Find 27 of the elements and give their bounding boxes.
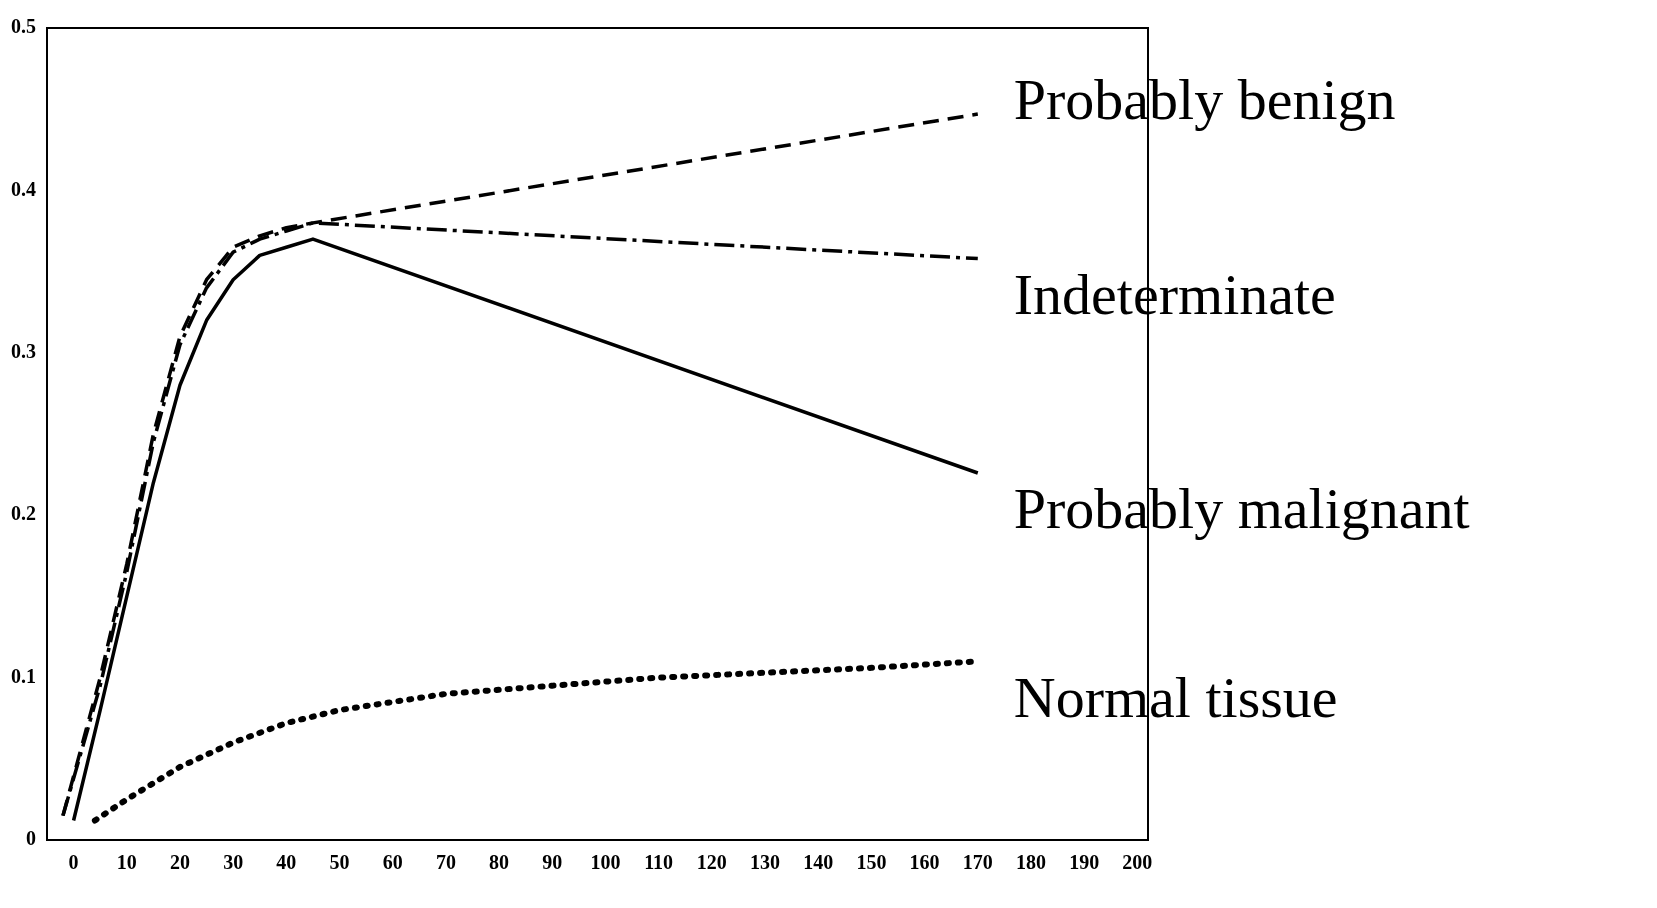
y-tick-label: 0.2 — [11, 502, 36, 525]
x-tick-label: 160 — [909, 851, 940, 874]
x-tick-label: 120 — [696, 851, 727, 874]
x-tick-label: 130 — [750, 851, 781, 874]
x-tick-label: 60 — [382, 851, 403, 874]
y-tick-label: 0.5 — [11, 15, 36, 38]
x-tick-label: 190 — [1069, 851, 1100, 874]
y-tick-label: 0.1 — [11, 664, 36, 687]
x-tick-label: 20 — [169, 851, 190, 874]
y-tick-label: 0.3 — [11, 339, 36, 362]
y-tick-label: 0.4 — [11, 177, 36, 200]
x-tick-label: 200 — [1122, 851, 1153, 874]
x-tick-label: 180 — [1015, 851, 1046, 874]
x-tick-label: 30 — [223, 851, 244, 874]
x-tick-label: 80 — [489, 851, 510, 874]
x-tick-label: 100 — [590, 851, 621, 874]
x-tick-label: 150 — [856, 851, 887, 874]
x-tick-label: 140 — [803, 851, 834, 874]
x-tick-label: 90 — [542, 851, 563, 874]
x-tick-label: 0 — [68, 851, 79, 874]
x-tick-label: 50 — [329, 851, 350, 874]
x-tick-label: 110 — [644, 851, 674, 874]
y-tick-label: 0 — [26, 827, 36, 850]
x-tick-label: 40 — [276, 851, 297, 874]
x-tick-label: 70 — [435, 851, 456, 874]
x-tick-label: 10 — [116, 851, 137, 874]
x-tick-label: 170 — [962, 851, 993, 874]
